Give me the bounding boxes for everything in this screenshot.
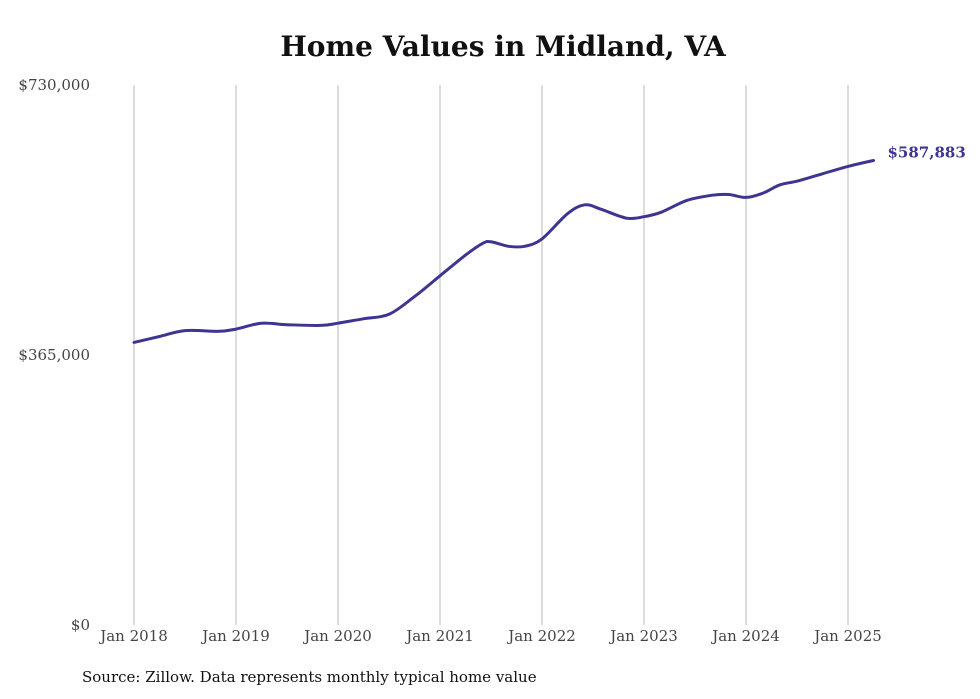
data-point <box>583 203 586 206</box>
data-point <box>439 274 442 277</box>
x-tick-label: Jan 2025 <box>812 627 882 645</box>
data-point <box>388 313 391 316</box>
y-axis-ticks: $730,000 $365,000 $0 <box>18 76 90 634</box>
series-line <box>132 159 875 344</box>
data-point <box>745 196 748 199</box>
data-point <box>625 217 628 220</box>
gridlines <box>133 85 849 625</box>
data-point <box>727 193 730 196</box>
x-tick-label: Jan 2021 <box>404 627 474 645</box>
data-point <box>217 330 220 333</box>
data-point <box>541 237 544 240</box>
chart-title: Home Values in Midland, VA <box>280 30 726 63</box>
data-point <box>481 242 484 245</box>
source-note: Source: Zillow. Data represents monthly … <box>82 668 537 686</box>
x-tick-label: Jan 2019 <box>200 627 270 645</box>
data-point <box>319 324 322 327</box>
data-point <box>796 180 799 183</box>
data-point <box>643 215 646 218</box>
x-tick-label: Jan 2020 <box>302 627 372 645</box>
data-point <box>523 245 526 248</box>
x-tick-label: Jan 2018 <box>98 627 168 645</box>
y-tick-label: $365,000 <box>18 346 90 364</box>
data-point <box>821 172 824 175</box>
data-point <box>158 335 161 338</box>
series-layer: $587,883 <box>132 143 966 344</box>
y-tick-label: $730,000 <box>18 76 90 94</box>
data-point <box>464 254 467 257</box>
data-point <box>184 329 187 332</box>
y-tick-label: $0 <box>71 616 90 634</box>
data-point <box>413 295 416 298</box>
data-point <box>762 192 765 195</box>
data-point <box>872 159 875 162</box>
data-point <box>660 211 663 214</box>
x-axis-ticks: Jan 2018 Jan 2019 Jan 2020 Jan 2021 Jan 2022… <box>98 627 882 645</box>
data-point <box>711 194 714 197</box>
data-point <box>847 165 850 168</box>
data-point <box>133 341 136 344</box>
data-point <box>337 322 340 325</box>
data-point <box>566 212 569 215</box>
x-tick-label: Jan 2023 <box>608 627 678 645</box>
end-value-label: $587,883 <box>888 143 966 161</box>
data-point <box>778 183 781 186</box>
data-point <box>260 322 263 325</box>
x-tick-label: Jan 2024 <box>710 627 780 645</box>
data-point <box>507 245 510 248</box>
data-point <box>685 199 688 202</box>
data-point <box>286 323 289 326</box>
data-point <box>600 208 603 211</box>
data-point <box>235 328 238 331</box>
data-point <box>490 240 493 243</box>
data-point <box>362 317 365 320</box>
x-tick-label: Jan 2022 <box>506 627 576 645</box>
